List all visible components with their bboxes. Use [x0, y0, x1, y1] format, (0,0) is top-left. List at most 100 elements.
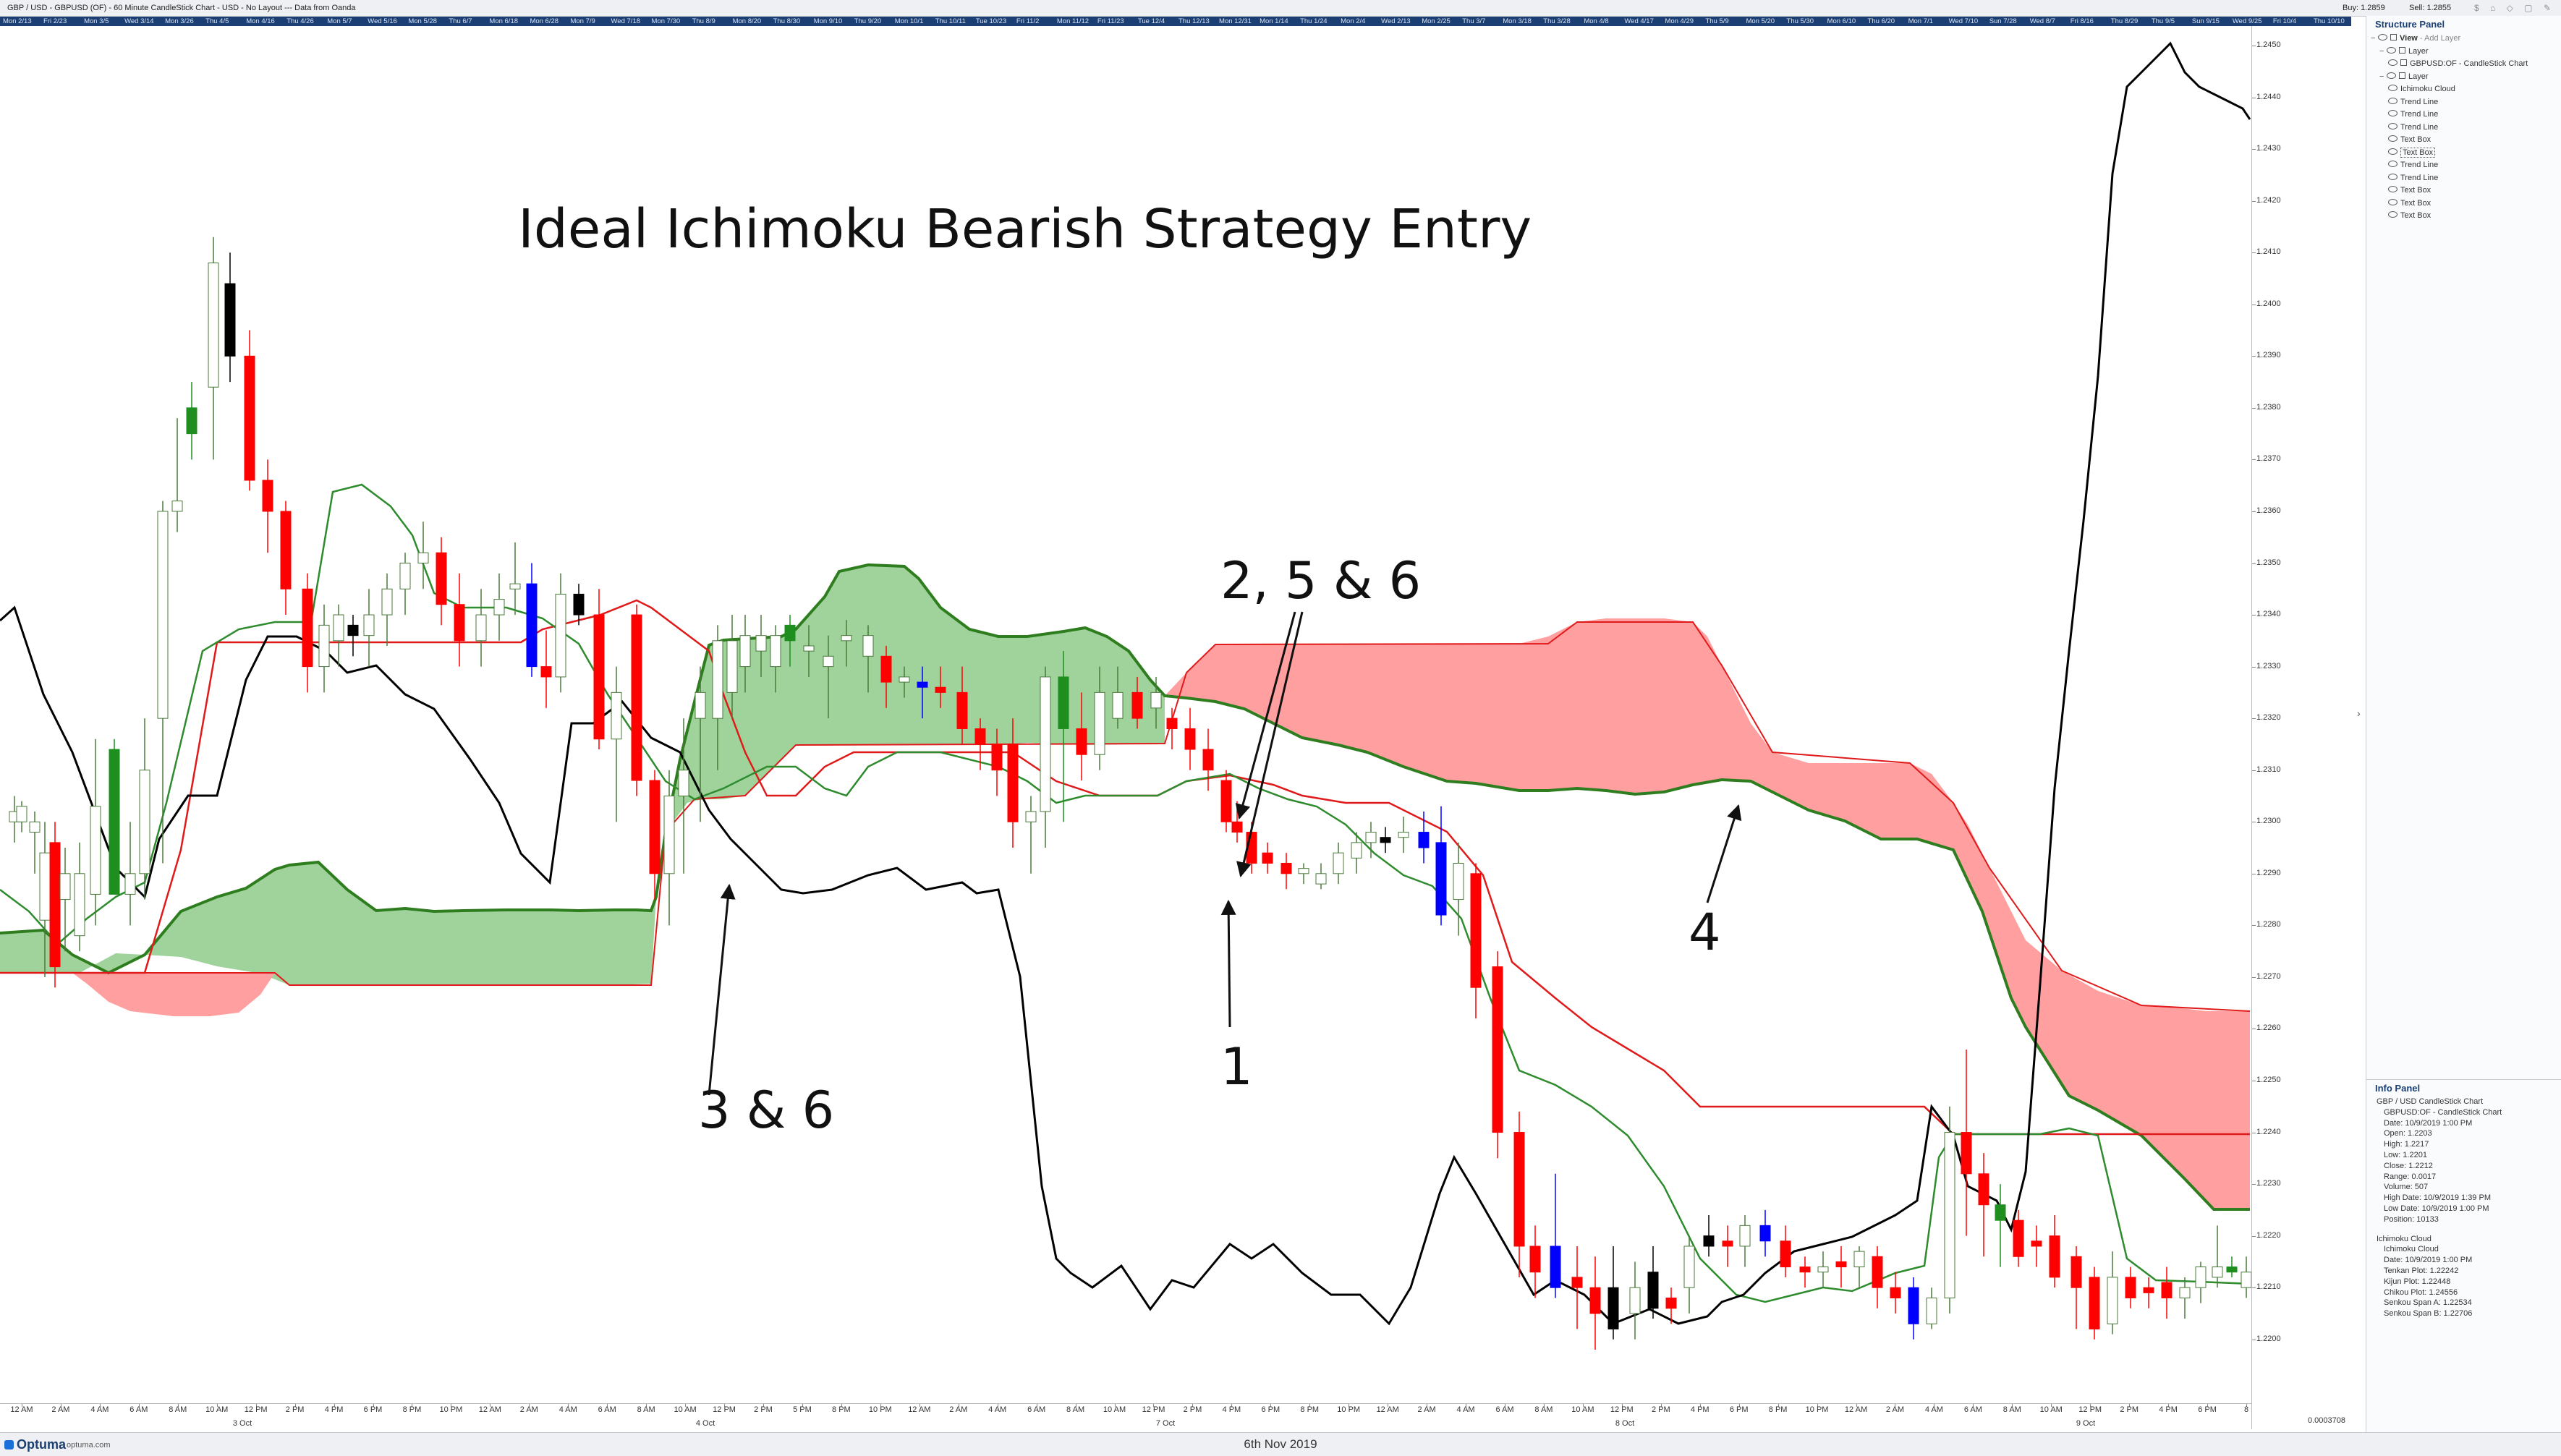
date-range-label[interactable]: Sun 7/28 [1989, 17, 2017, 25]
date-range-label[interactable]: Mon 7/30 [651, 17, 681, 25]
visibility-eye-icon[interactable] [2388, 122, 2398, 129]
date-range-label[interactable]: Wed 7/18 [611, 17, 641, 25]
collapse-panel-chevron-icon[interactable]: › [2357, 707, 2361, 719]
structure-item[interactable]: − Layer [2366, 71, 2561, 84]
date-range-label[interactable]: Mon 4/8 [1584, 17, 1609, 25]
date-range-label[interactable]: Mon 3/26 [165, 17, 194, 25]
date-range-label[interactable]: Mon 10/1 [894, 17, 924, 25]
date-range-label[interactable]: Mon 2/13 [3, 17, 32, 25]
date-range-label[interactable]: Mon 5/28 [408, 17, 437, 25]
date-range-label[interactable]: Mon 4/29 [1665, 17, 1694, 25]
candlestick-chart[interactable]: Ideal Ichimoku Bearish Strategy Entry 2,… [0, 26, 2251, 1403]
date-range-label[interactable]: Fri 8/16 [2070, 17, 2094, 25]
visibility-eye-icon[interactable] [2388, 148, 2398, 155]
date-range-label[interactable]: Thu 8/9 [692, 17, 715, 25]
date-range-label[interactable]: Thu 12/13 [1178, 17, 1210, 25]
date-range-label[interactable]: Mon 12/31 [1219, 17, 1252, 25]
structure-item[interactable]: − View - Add Layer [2366, 33, 2561, 46]
date-range-label[interactable]: Mon 4/16 [246, 17, 275, 25]
visibility-eye-icon[interactable] [2388, 186, 2398, 192]
date-range-label[interactable]: Mon 3/18 [1503, 17, 1532, 25]
date-range-label[interactable]: Thu 4/26 [286, 17, 314, 25]
visibility-eye-icon[interactable] [2388, 135, 2398, 142]
toolbar-icons[interactable]: $ ⌂ ◇ ▢ ✎ [2474, 3, 2555, 13]
structure-item[interactable]: Text Box [2366, 210, 2561, 223]
date-range-label[interactable]: Thu 10/11 [935, 17, 966, 25]
date-range-label[interactable]: Wed 7/10 [1948, 17, 1979, 25]
visibility-eye-icon[interactable] [2388, 85, 2398, 91]
date-range-label[interactable]: Wed 3/14 [124, 17, 154, 25]
date-range-label[interactable]: Thu 5/9 [1705, 17, 1729, 25]
date-range-label[interactable]: Wed 5/16 [368, 17, 397, 25]
structure-item[interactable]: Text Box [2366, 197, 2561, 210]
visibility-eye-icon[interactable] [2388, 110, 2398, 116]
structure-item[interactable]: − Layer [2366, 46, 2561, 59]
date-range-label[interactable]: Wed 2/13 [1381, 17, 1411, 25]
sell-price[interactable]: Sell: 1.2855 [2409, 4, 2452, 12]
date-range-label[interactable]: Sun 9/15 [2191, 17, 2220, 25]
date-range-label[interactable]: Mon 2/4 [1341, 17, 1366, 25]
visibility-eye-icon[interactable] [2388, 97, 2398, 104]
date-range-label[interactable]: Mon 6/18 [489, 17, 519, 25]
date-range-label[interactable]: Mon 9/10 [813, 17, 843, 25]
date-range-label[interactable]: Wed 4/17 [1624, 17, 1654, 25]
structure-item[interactable]: Ichimoku Cloud [2366, 83, 2561, 96]
date-range-label[interactable]: Thu 3/28 [1543, 17, 1571, 25]
visibility-eye-icon[interactable] [2388, 173, 2398, 180]
buy-price[interactable]: Buy: 1.2859 [2343, 4, 2385, 12]
date-range-label[interactable]: Mon 5/20 [1746, 17, 1775, 25]
structure-item[interactable]: Text Box [2366, 134, 2561, 147]
date-range-label[interactable]: Mon 2/25 [1422, 17, 1451, 25]
date-range-label[interactable]: Thu 4/5 [205, 17, 229, 25]
visibility-eye-icon[interactable] [2387, 72, 2396, 79]
date-range-label[interactable]: Tue 10/23 [975, 17, 1007, 25]
date-range-label[interactable]: Fri 2/23 [43, 17, 67, 25]
structure-item[interactable]: Trend Line [2366, 159, 2561, 172]
structure-item[interactable]: Trend Line [2366, 122, 2561, 135]
date-range-label[interactable]: Thu 6/20 [1867, 17, 1895, 25]
date-range-label[interactable]: Thu 5/30 [1786, 17, 1814, 25]
date-range-label[interactable]: Mon 8/20 [732, 17, 762, 25]
lock-icon[interactable] [2399, 46, 2405, 54]
expand-toggle-icon[interactable]: − [2371, 34, 2376, 43]
date-range-label[interactable]: Mon 6/28 [530, 17, 559, 25]
date-range-label[interactable]: Fri 11/23 [1097, 17, 1124, 25]
visibility-eye-icon[interactable] [2388, 198, 2398, 205]
date-range-label[interactable]: Thu 10/10 [2313, 17, 2345, 25]
date-range-label[interactable]: Thu 8/29 [2110, 17, 2139, 25]
lock-icon[interactable] [2399, 72, 2405, 79]
structure-item[interactable]: Text Box [2366, 147, 2561, 160]
date-range-label[interactable]: Mon 7/9 [570, 17, 595, 25]
date-range-label[interactable]: Thu 1/24 [1300, 17, 1328, 25]
visibility-eye-icon[interactable] [2388, 59, 2398, 66]
date-range-label[interactable]: Thu 8/30 [773, 17, 801, 25]
date-range-label[interactable]: Fri 10/4 [2272, 17, 2297, 25]
expand-toggle-icon[interactable]: − [2379, 46, 2384, 56]
structure-item[interactable]: Trend Line [2366, 96, 2561, 109]
date-range-label[interactable]: Tue 12/4 [1137, 17, 1165, 25]
date-range-label[interactable]: Mon 5/7 [327, 17, 352, 25]
date-range-label[interactable]: Wed 9/25 [2232, 17, 2262, 25]
date-range-label[interactable]: Mon 1/14 [1260, 17, 1288, 25]
visibility-eye-icon[interactable] [2378, 34, 2387, 41]
date-range-label[interactable]: Mon 7/1 [1908, 17, 1933, 25]
date-range-bar[interactable]: Mon 2/13 Fri 2/23 Mon 3/5 Wed 3/14 Mon 3/26 T… [0, 17, 2351, 26]
date-range-label[interactable]: Thu 9/20 [854, 17, 882, 25]
date-range-label[interactable]: Wed 8/7 [2029, 17, 2055, 25]
add-layer-link[interactable]: - Add Layer [2417, 34, 2461, 43]
time-axis[interactable]: 12 AM 2 AM 4 AM 6 AM 8 AM 10 AM 12 PM 2 PM 4 PM 6… [0, 1403, 2251, 1433]
date-range-label[interactable]: Thu 3/7 [1462, 17, 1486, 25]
date-range-label[interactable]: Mon 6/10 [1827, 17, 1856, 25]
date-range-label[interactable]: Mon 11/12 [1056, 17, 1090, 25]
structure-item[interactable]: Trend Line [2366, 172, 2561, 185]
date-range-label[interactable]: Mon 3/5 [84, 17, 109, 25]
visibility-eye-icon[interactable] [2388, 211, 2398, 218]
expand-toggle-icon[interactable]: − [2379, 72, 2384, 81]
lock-icon[interactable] [2390, 34, 2397, 41]
date-range-label[interactable]: Thu 9/5 [2151, 17, 2175, 25]
lock-icon[interactable] [2400, 59, 2407, 66]
structure-item[interactable]: GBPUSD:OF - CandleStick Chart [2366, 58, 2561, 71]
price-axis[interactable]: 1.2450 1.2440 1.2430 1.2420 1.2410 1.2400 1.23… [2251, 26, 2352, 1429]
structure-item[interactable]: Trend Line [2366, 108, 2561, 122]
structure-item[interactable]: Text Box [2366, 184, 2561, 197]
